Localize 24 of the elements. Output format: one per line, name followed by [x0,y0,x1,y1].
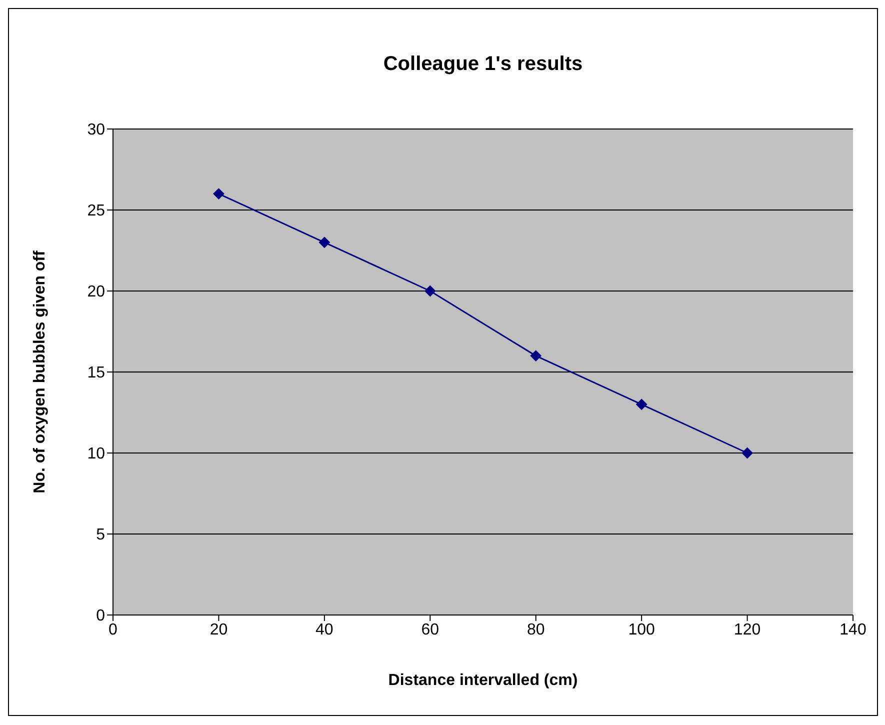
x-tick-label: 120 [734,621,761,638]
x-tick-label: 0 [108,621,118,638]
point [213,188,224,200]
point [530,350,542,362]
y-tick-label: 20 [87,284,106,301]
point [424,286,436,296]
x-tick-label: 140 [840,621,866,638]
y-tick-label: 5 [96,526,106,544]
x-tick-label: 40 [316,621,334,638]
y-tick-label: 10 [87,446,106,463]
point [318,236,330,248]
y-tick-label: 30 [87,122,106,139]
point [636,398,648,410]
x-tick-label: 80 [526,621,545,638]
x-tick-label: 20 [210,621,228,638]
x-tick-label: 60 [421,621,440,638]
chart-title: Colleague 1's results [383,52,583,76]
y-axis-title: No. of oxygen bubbles given off [32,250,49,494]
x-axis-title: Distance intervalled (cm) [388,672,578,689]
x-tick-label: 100 [628,621,656,638]
y-tick-label: 15 [87,364,106,382]
y-tick-label: 0 [96,608,106,625]
y-tick-label: 25 [87,202,106,220]
point [742,448,753,458]
